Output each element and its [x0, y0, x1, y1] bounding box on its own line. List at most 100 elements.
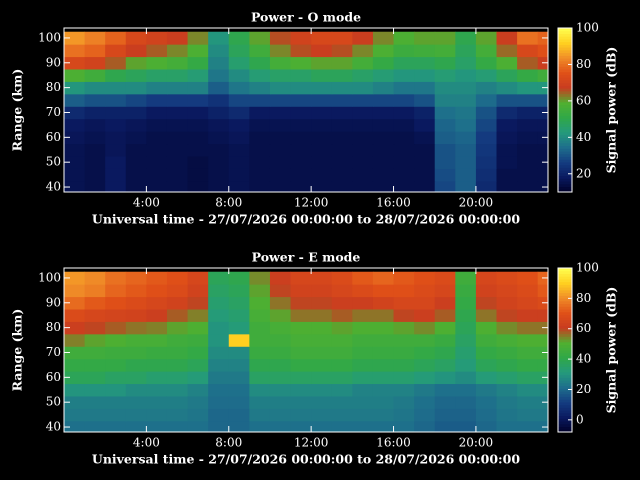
colorbar-step [558, 58, 572, 62]
heat-cell [414, 309, 436, 322]
heat-cell [125, 383, 147, 397]
heat-cell [517, 358, 539, 372]
heat-cell [414, 143, 436, 157]
heat-cell [166, 296, 189, 310]
heat-cell [166, 346, 189, 360]
colorbar-step [558, 396, 572, 400]
colorbar-step [558, 350, 572, 354]
heat-cell [496, 333, 518, 347]
heat-cell [311, 271, 333, 285]
heat-cell [393, 284, 415, 298]
heat-cell [228, 346, 250, 360]
heat-cell [475, 131, 498, 145]
heat-cell [208, 106, 230, 120]
colorbar-frame [557, 27, 573, 193]
heat-cell [249, 383, 271, 397]
heat-cell [269, 284, 292, 298]
heat-cell [84, 321, 106, 335]
colorbar-step [558, 309, 572, 313]
heat-cell [187, 69, 209, 82]
heat-cell [64, 168, 86, 182]
heat-cell [372, 346, 395, 360]
colorbar-tick-label: 0 [576, 412, 584, 426]
heat-cell [352, 284, 374, 298]
y-axis-label: Range (km) [10, 309, 25, 392]
heat-cell [414, 383, 436, 397]
heat-cell [475, 271, 498, 285]
heat-cell [352, 321, 374, 335]
heat-cell [311, 296, 333, 310]
heat-cell [228, 106, 250, 120]
heat-cell [393, 420, 415, 432]
heat-cell [517, 371, 539, 385]
colorbar-step [558, 69, 572, 73]
heat-cell [311, 346, 333, 360]
heat-cell [166, 69, 189, 82]
colorbar-step [558, 55, 572, 59]
heat-cell [166, 143, 189, 157]
heat-cell [331, 69, 353, 82]
heat-cell [311, 44, 333, 58]
heat-cell [414, 69, 436, 82]
heat-cell [64, 309, 86, 322]
heat-cell [208, 31, 230, 45]
heat-cell [455, 346, 477, 360]
heat-cell [125, 81, 147, 95]
heat-cell [105, 420, 127, 432]
heat-cell [125, 309, 147, 322]
heat-cell [434, 420, 456, 432]
heat-cell [187, 420, 209, 432]
heat-cell [331, 180, 353, 192]
colorbar-frame [557, 267, 573, 433]
heat-cell [311, 131, 333, 145]
heat-cell [434, 180, 456, 192]
colorbar-step [558, 137, 572, 141]
heat-cell [331, 408, 353, 422]
heat-cell [249, 143, 271, 157]
colorbar-step [558, 289, 572, 294]
heat-cell [166, 31, 189, 45]
heat-cell [84, 383, 106, 397]
heat-cell [84, 168, 106, 182]
heat-cell [208, 420, 230, 432]
heat-cell [517, 44, 539, 58]
y-tick-label: 40 [46, 180, 61, 194]
heat-cell [414, 131, 436, 145]
colorbar-step [558, 382, 572, 387]
heat-cell [290, 168, 312, 182]
heat-cell [187, 168, 209, 182]
heat-cell [372, 371, 395, 385]
heat-cell [249, 93, 271, 107]
colorbar-step [558, 77, 572, 81]
heat-cell [393, 168, 415, 182]
heat-cell [331, 143, 353, 157]
heat-cell [290, 56, 312, 70]
heat-cell [475, 333, 498, 347]
colorbar-step [558, 268, 572, 272]
heat-cell [331, 309, 353, 322]
heat-cell [537, 180, 548, 192]
colorbar-step [558, 369, 572, 373]
heat-cell [331, 31, 353, 45]
heat-cell [496, 420, 518, 432]
colorbar-step [558, 181, 572, 185]
heat-cell [249, 155, 271, 169]
heat-cell [146, 44, 168, 58]
heat-cell [414, 346, 436, 360]
colorbar-step [558, 276, 572, 280]
colorbar-step [558, 352, 572, 356]
heat-cell [352, 44, 374, 58]
heat-cell [455, 371, 477, 385]
heat-cell [434, 143, 456, 157]
heat-cell [290, 296, 312, 310]
heat-cell [372, 44, 395, 58]
colorbar-step [558, 303, 572, 307]
heat-cell [105, 44, 127, 58]
heat-cell [475, 155, 498, 169]
heat-cell [64, 93, 86, 107]
heat-cell [352, 346, 374, 360]
heat-cell [187, 143, 209, 157]
heat-cell [393, 143, 415, 157]
heat-cell [372, 131, 395, 145]
heat-cell [393, 180, 415, 192]
